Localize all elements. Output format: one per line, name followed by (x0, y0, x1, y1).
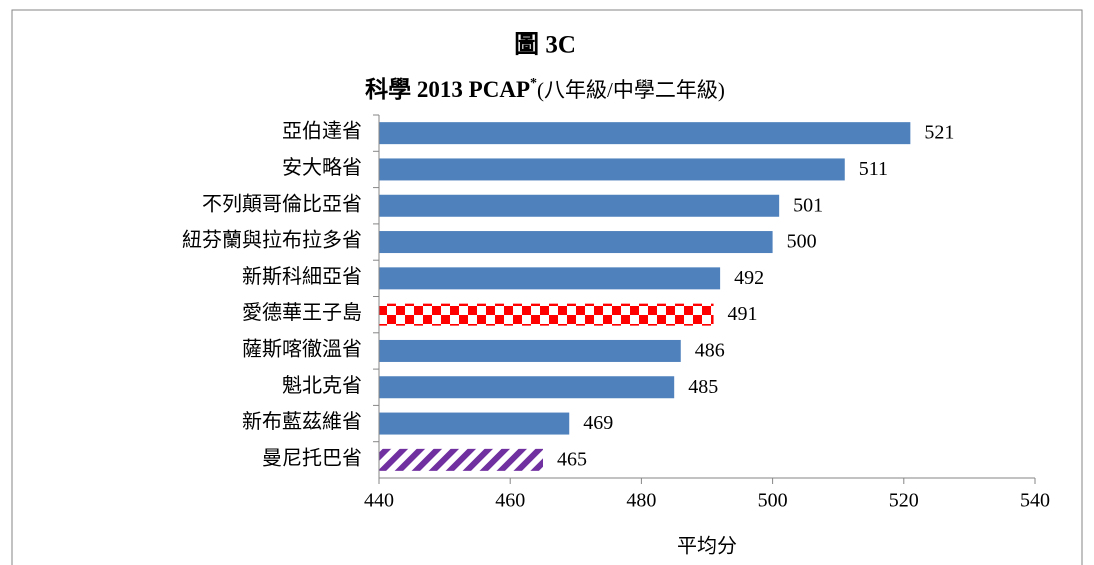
x-axis-label: 平均分 (677, 535, 737, 558)
y-tick-label: 安大略省 (282, 156, 362, 179)
bar (379, 194, 780, 217)
bar (379, 339, 681, 362)
y-tick-label: 亞伯達省 (282, 120, 362, 143)
chart-subtitle: 科學 2013 PCAP*(八年級/中學二年級) (365, 76, 725, 102)
x-tick-label: 540 (1020, 490, 1050, 512)
y-tick-label: 愛德華王子島 (242, 301, 362, 324)
data-label: 469 (583, 412, 613, 434)
data-label: 492 (734, 267, 764, 289)
data-label: 465 (557, 448, 587, 470)
subtitle-suffix: (八年級/中學二年級) (537, 78, 725, 102)
bar (379, 412, 570, 435)
x-tick-label: 520 (889, 490, 919, 512)
y-tick-label: 薩斯喀徹溫省 (242, 338, 362, 361)
x-tick-label: 440 (364, 490, 394, 512)
bar (379, 158, 845, 181)
bar (379, 376, 675, 399)
data-label: 501 (793, 194, 823, 216)
data-label: 491 (728, 303, 758, 325)
chart-border (11, 9, 1083, 565)
x-tick-label: 500 (758, 490, 788, 512)
y-tick-label: 魁北克省 (282, 374, 362, 397)
data-label: 511 (859, 158, 888, 180)
y-tick-label: 紐芬蘭與拉布拉多省 (182, 229, 362, 252)
bar (379, 448, 543, 471)
chart-title: 圖 3C (514, 31, 576, 59)
data-label: 521 (924, 122, 954, 144)
y-tick-label: 不列顛哥倫比亞省 (202, 192, 362, 215)
y-tick-label: 曼尼托巴省 (262, 446, 362, 469)
bar (379, 231, 773, 254)
subtitle-main: 科學 2013 PCAP (365, 76, 530, 102)
x-tick-label: 460 (495, 490, 525, 512)
x-tick-label: 480 (626, 490, 656, 512)
y-tick-label: 新布藍茲維省 (242, 410, 362, 433)
subtitle-superscript: * (530, 76, 537, 91)
data-label: 500 (787, 231, 817, 253)
bar (379, 122, 911, 145)
data-label: 486 (695, 340, 725, 362)
bar (379, 303, 714, 326)
bar (379, 267, 721, 290)
y-tick-label: 新斯科細亞省 (242, 265, 362, 288)
data-label: 485 (688, 376, 718, 398)
